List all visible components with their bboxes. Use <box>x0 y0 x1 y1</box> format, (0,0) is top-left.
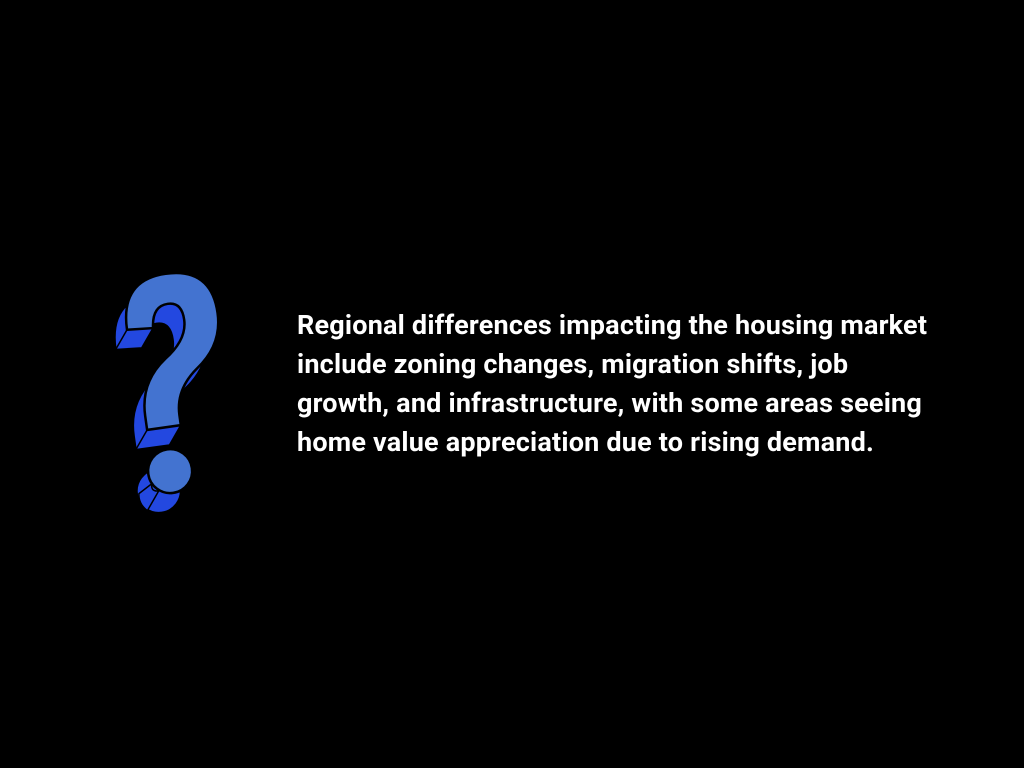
question-mark-icon <box>87 254 257 514</box>
infographic-body-text: Regional differences impacting the housi… <box>297 306 937 463</box>
infographic-card: Regional differences impacting the housi… <box>87 254 937 514</box>
